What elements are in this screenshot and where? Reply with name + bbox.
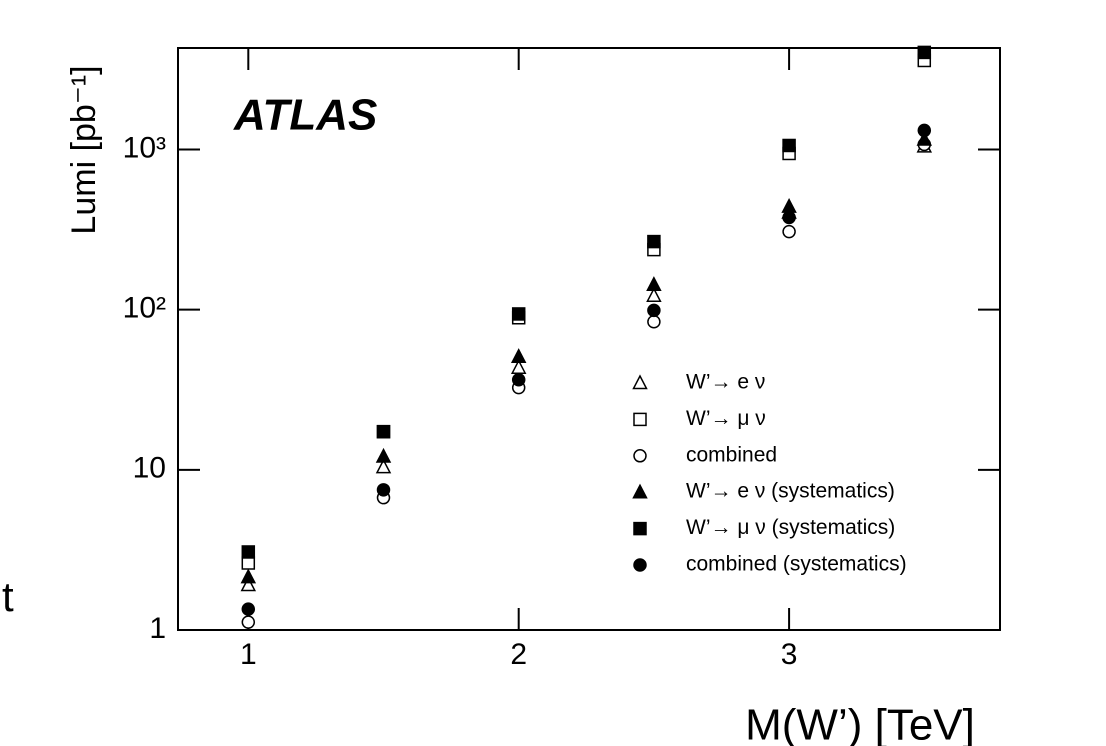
legend-label: W’→ e ν (systematics) — [686, 480, 895, 503]
legend-marker — [633, 558, 647, 572]
legend-label: W’→ μ ν — [686, 407, 766, 430]
x-tick-label: 2 — [510, 638, 527, 671]
y-axis-label: Lumi [pb⁻¹] — [65, 65, 103, 234]
x-tick-label: 1 — [240, 638, 257, 671]
point — [241, 545, 256, 559]
x-tick-label: 3 — [781, 638, 798, 671]
point — [240, 576, 257, 592]
legend-label: W’→ μ ν (systematics) — [686, 516, 895, 539]
point — [375, 447, 392, 463]
y-tick-label: 10 — [133, 452, 166, 485]
point — [510, 348, 527, 364]
point — [782, 138, 796, 153]
point — [241, 615, 256, 629]
point — [511, 307, 526, 321]
point — [646, 287, 662, 303]
legend-marker — [633, 521, 647, 536]
legend-marker — [633, 449, 647, 463]
point — [240, 568, 257, 584]
legend-label: combined — [686, 443, 777, 466]
point — [375, 458, 392, 474]
legend-marker — [632, 483, 648, 499]
y-tick-label: 1 — [149, 612, 166, 645]
point — [241, 602, 256, 616]
point — [647, 234, 661, 249]
point — [646, 276, 662, 292]
point — [917, 45, 932, 60]
legend-marker — [632, 374, 648, 390]
point — [782, 210, 796, 225]
y-tick-label: 10³ — [123, 131, 166, 164]
legend-marker — [633, 412, 647, 427]
y-tick-label: 10² — [123, 292, 166, 325]
point — [376, 483, 391, 497]
point — [781, 197, 797, 213]
point — [376, 424, 391, 439]
point — [782, 224, 796, 239]
legend-label: combined (systematics) — [686, 553, 907, 576]
point — [917, 123, 932, 138]
point — [916, 130, 933, 146]
x-axis-label: M(W’) [TeV] — [745, 701, 975, 746]
point — [241, 556, 256, 570]
annotation: ATLAS — [233, 91, 377, 140]
plot-frame — [177, 47, 1001, 631]
side-text: t — [2, 573, 14, 620]
point — [647, 315, 661, 329]
point — [647, 303, 661, 318]
point — [511, 373, 526, 387]
legend-label: W’→ e ν — [686, 371, 765, 394]
